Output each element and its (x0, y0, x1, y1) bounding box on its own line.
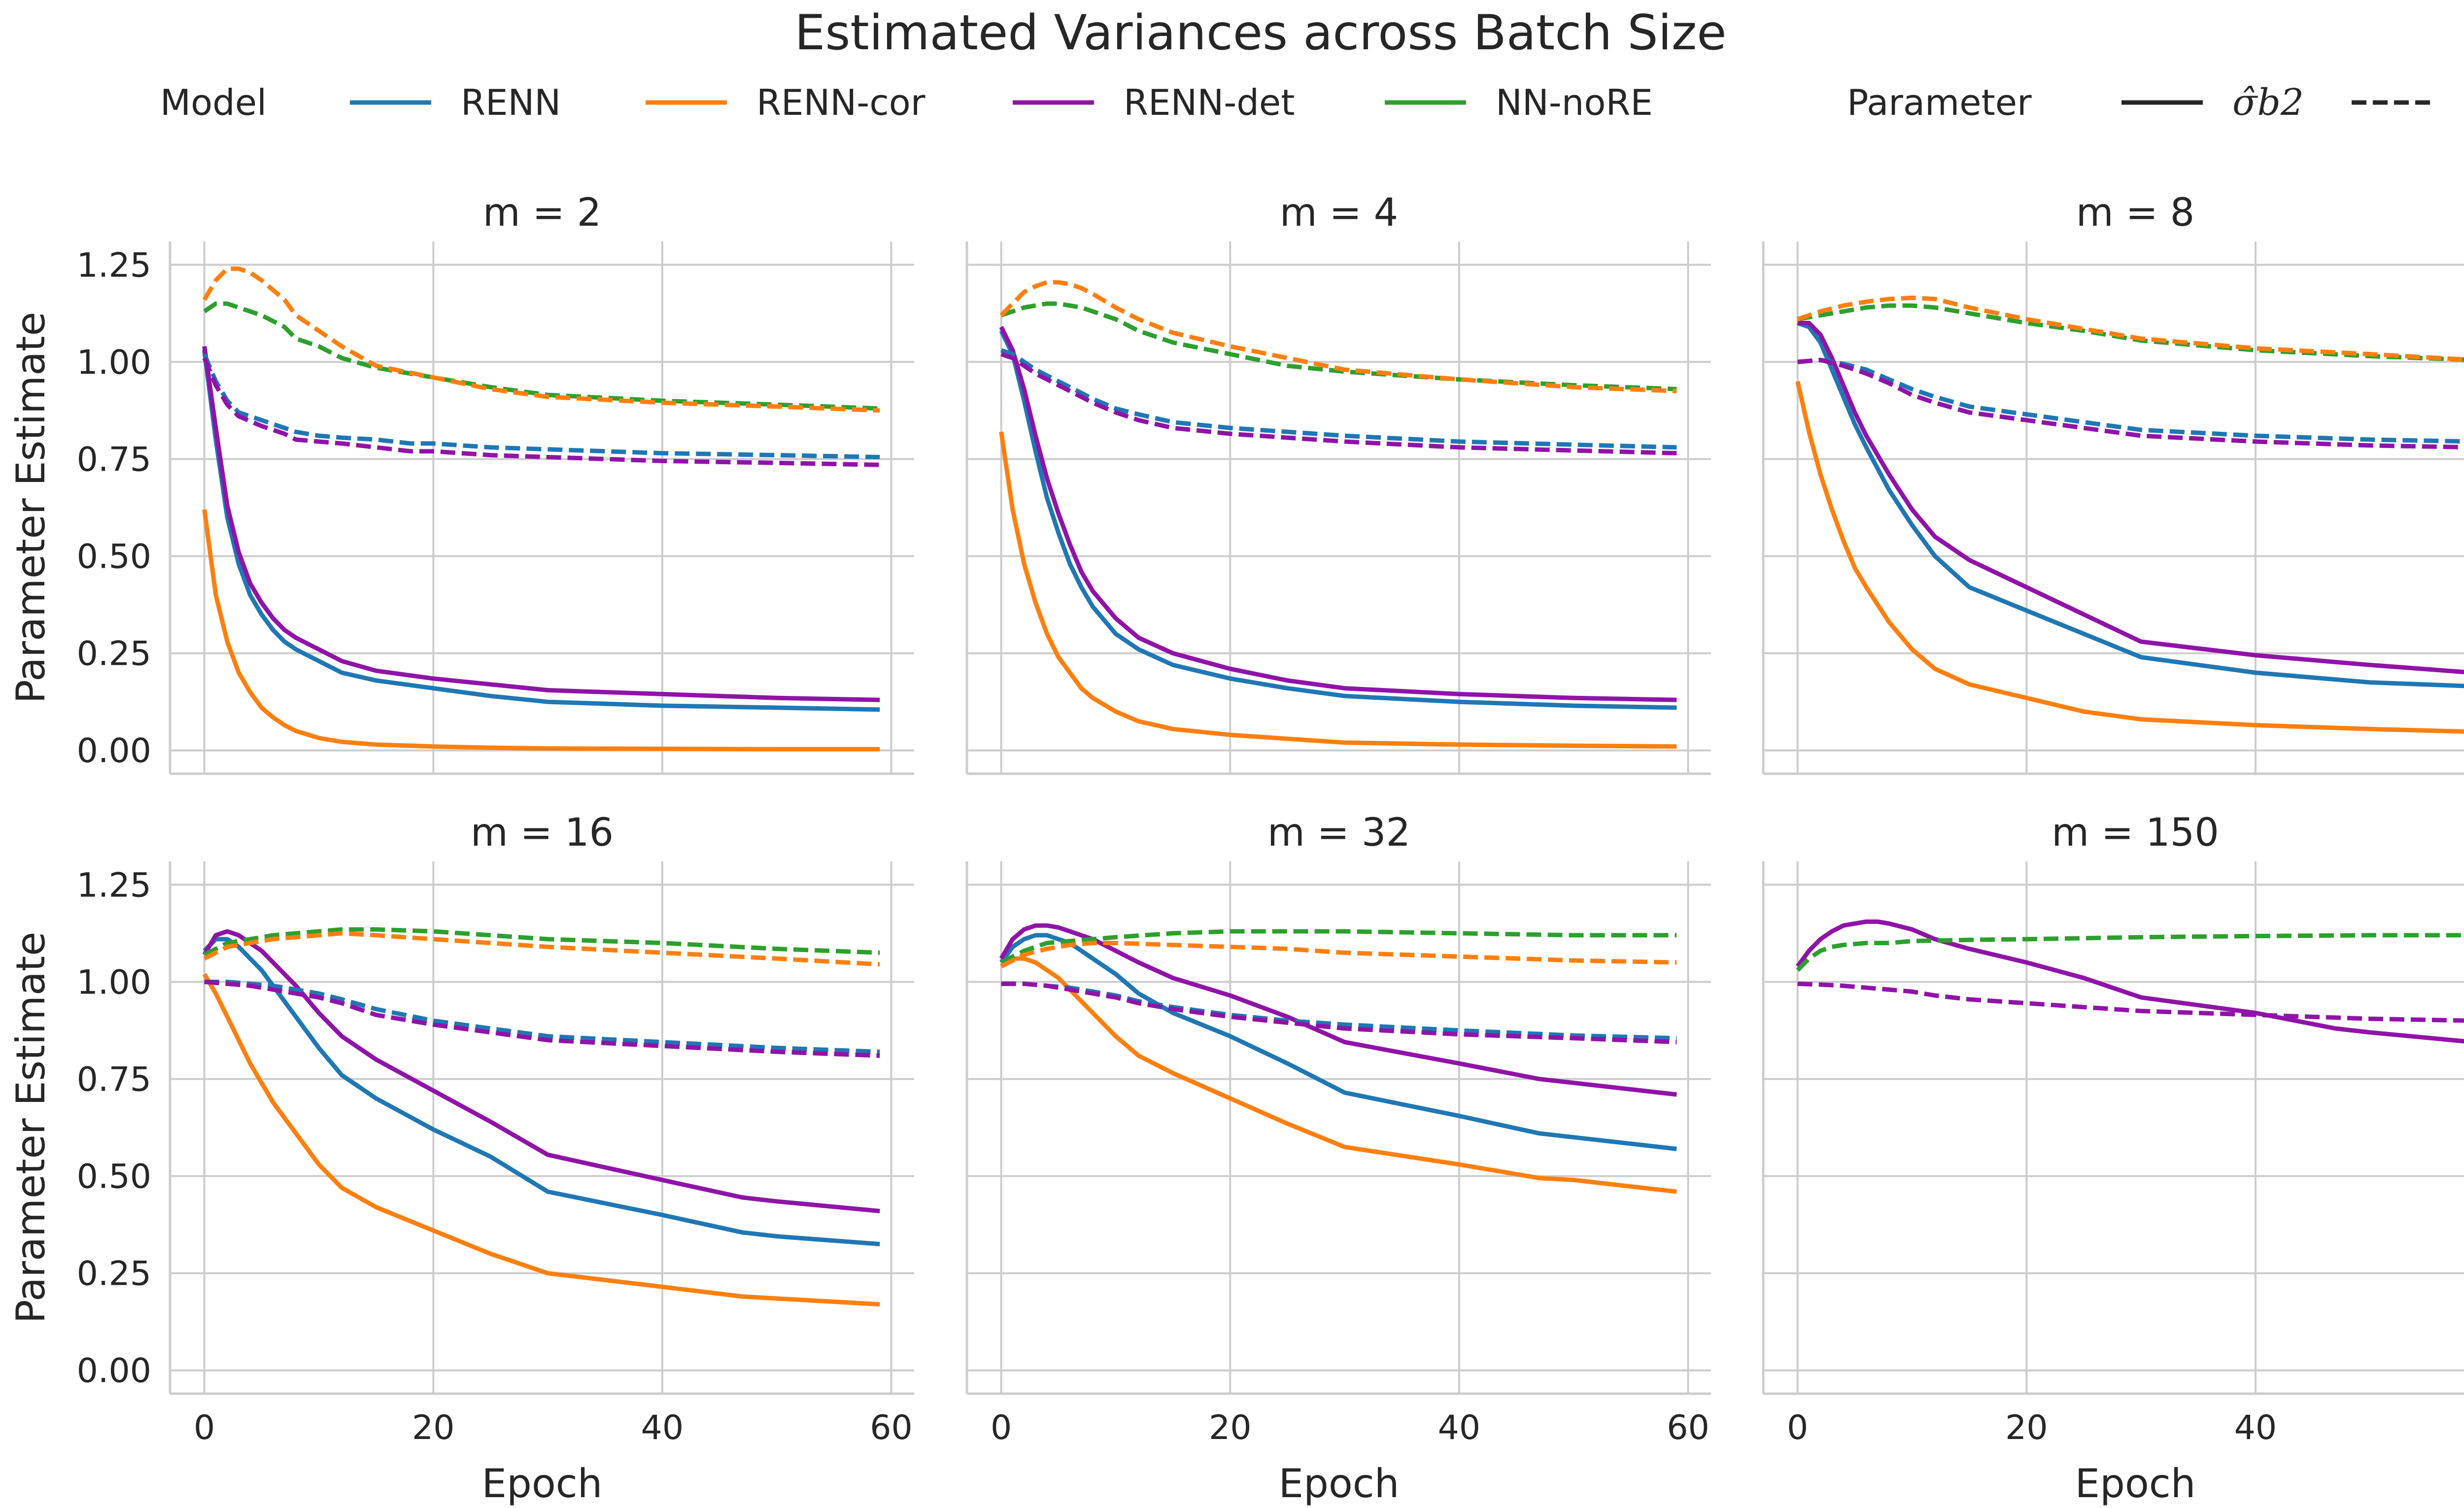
x-tick-label: 20 (412, 1408, 455, 1447)
x-tick-label: 0 (194, 1408, 215, 1447)
series-line-renn-det-sigma-b (999, 326, 1677, 702)
series-line-renn-cor-sigma-e (1797, 295, 2464, 362)
legend-item-renn-cor: RENN-cor (646, 82, 925, 123)
series-line-renn-cor-sigma-b (202, 509, 880, 752)
x-tick-label: 0 (991, 1408, 1012, 1447)
series-line-renn-cor-sigma-b (1000, 956, 1677, 1194)
series-line-renn-sigma-b (202, 350, 880, 712)
series-line-renn-det-sigma-b (202, 346, 880, 702)
panel-title: m = 4 (1280, 191, 1399, 235)
legend-label: RENN-det (1124, 82, 1295, 123)
panel-4: m = 16 0.00 0.25 0.50 0.75 1.00 1.25 0 20 40 60 Par… (8, 811, 914, 1507)
series-line-nn-nore-sigma-e (1796, 933, 2464, 972)
y-tick-label: 0.50 (77, 1158, 151, 1197)
legend-label: NN-noRE (1496, 82, 1653, 123)
y-axis-label: Parameter Estimate (8, 932, 54, 1324)
y-tick-label: 1.00 (77, 343, 151, 382)
x-tick-label: 60 (2463, 1408, 2464, 1447)
x-axis-label: Epoch (1279, 1461, 1400, 1506)
series-line-renn-sigma-b (203, 937, 880, 1246)
y-axis-label: Parameter Estimate (8, 312, 54, 704)
legend-item-sigma-epsilon: σ̂ε2 (2352, 81, 2464, 124)
series-line-nn-nore-sigma-e (1797, 303, 2464, 362)
panel-title: m = 150 (2052, 811, 2219, 855)
series-line-renn-cor-sigma-b (999, 431, 1677, 749)
series-line-nn-nore-sigma-e (1000, 929, 1677, 965)
series-line-renn-cor-sigma-e (203, 931, 880, 967)
series-line-renn-sigma-e (204, 979, 880, 1054)
panel-2: m = 4 (965, 191, 1711, 775)
y-tick-label: 0.75 (77, 1060, 151, 1099)
series-line-renn-cor-sigma-e (202, 266, 880, 413)
series-line-nn-nore-sigma-e (203, 301, 880, 411)
y-tick-label: 0.25 (77, 635, 151, 674)
series-line-renn-cor-sigma-b (202, 973, 880, 1307)
panel-title: m = 32 (1267, 811, 1410, 855)
series-line-renn-det-sigma-b (1797, 321, 2464, 675)
panel-title: m = 8 (2076, 191, 2195, 235)
legend-label: RENN-cor (756, 82, 925, 123)
series-line-renn-sigma-e (1000, 348, 1677, 450)
chart-title: Estimated Variances across Batch Size (794, 5, 1726, 61)
legend-item-nn-nore: NN-noRE (1385, 82, 1653, 123)
x-axis-label: Epoch (482, 1461, 603, 1506)
y-tick-label: 0.25 (77, 1255, 151, 1294)
series-line-renn-sigma-b (999, 933, 1677, 1151)
series-line-renn-det-sigma-e (1797, 357, 2464, 449)
legend-title-parameter: Parameter (1847, 82, 2032, 123)
panel-6: m = 150 0 20 40 60 Epoch (1762, 811, 2464, 1507)
legend-item-renn: RENN (350, 82, 561, 123)
series-line-renn-cor-sigma-b (1795, 380, 2464, 734)
legend: Model RENN RENN-cor RENN-det NN-noRE Paramete… (160, 81, 2464, 124)
legend-item-renn-det: RENN-det (1013, 82, 1295, 123)
y-tick-label: 0.00 (77, 732, 151, 771)
series-line-renn-sigma-e (1797, 357, 2464, 444)
legend-label: σ̂ε2 (2463, 81, 2464, 124)
x-tick-label: 40 (2234, 1408, 2277, 1447)
series-line-renn-sigma-b (999, 330, 1677, 710)
x-tick-label: 40 (1438, 1408, 1481, 1447)
legend-item-sigma-b: σ̂b2 (2122, 81, 2304, 124)
series-line-renn-det-sigma-e (1000, 352, 1677, 456)
legend-label: σ̂b2 (2232, 81, 2304, 124)
series-line-renn-det-sigma-e (202, 357, 880, 467)
legend-label: RENN (461, 82, 561, 123)
series-line-nn-nore-sigma-e (203, 927, 880, 957)
y-tick-label: 1.25 (77, 246, 151, 285)
panel-1: m = 2 0.00 0.25 0.50 0.75 1.00 1.25 Parameter E… (8, 191, 914, 775)
series-line-renn-det-sigma-b (999, 923, 1677, 1097)
y-tick-label: 0.50 (77, 538, 151, 577)
panel-5: m = 32 0 20 40 60 Epoch (965, 811, 1711, 1507)
y-tick-label: 1.25 (77, 866, 151, 905)
y-tick-label: 0.75 (77, 440, 151, 479)
x-axis-label: Epoch (2075, 1461, 2196, 1506)
x-tick-label: 60 (1667, 1408, 1710, 1447)
panel-title: m = 16 (471, 811, 614, 855)
series-line-renn-det-sigma-e (1797, 981, 2464, 1023)
series-line-renn-sigma-e (202, 353, 880, 459)
series-line-renn-det-sigma-e (204, 979, 880, 1058)
series-line-renn-det-sigma-b (202, 929, 880, 1213)
x-tick-label: 0 (1787, 1408, 1808, 1447)
series-line-renn-cor-sigma-e (1000, 941, 1677, 968)
series-line-renn-det-sigma-e (1001, 981, 1677, 1045)
y-tick-label: 0.00 (77, 1352, 151, 1391)
x-tick-label: 60 (870, 1408, 913, 1447)
x-tick-label: 20 (2005, 1408, 2048, 1447)
x-tick-label: 40 (641, 1408, 684, 1447)
series-line-nn-nore-sigma-e (1000, 301, 1677, 392)
panel-title: m = 2 (483, 191, 602, 235)
series-line-renn-cor-sigma-e (999, 280, 1677, 393)
legend-title-model: Model (160, 82, 267, 123)
x-tick-label: 20 (1209, 1408, 1252, 1447)
panels: m = 2 0.00 0.25 0.50 0.75 1.00 1.25 Parameter E… (8, 191, 2464, 1507)
panel-3: m = 8 (1762, 191, 2464, 775)
y-tick-label: 1.00 (77, 963, 151, 1002)
